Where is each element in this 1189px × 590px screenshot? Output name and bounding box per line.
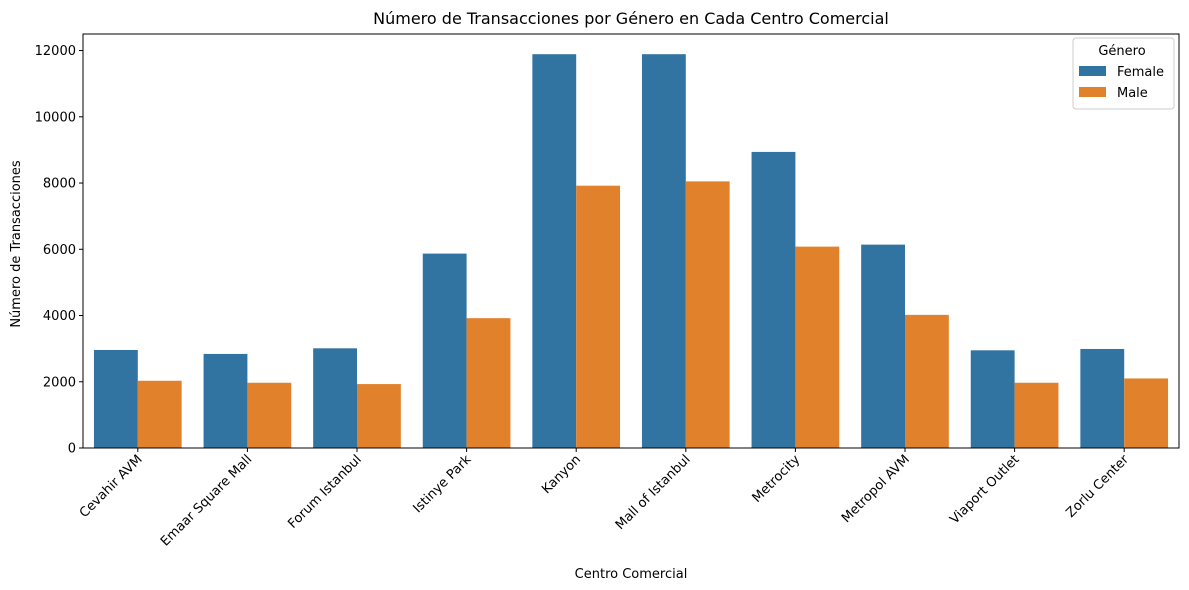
x-tick-label: Kanyon	[539, 452, 584, 497]
y-axis-label: Número de Transacciones	[9, 160, 24, 328]
x-tick-label: Emaar Square Mall	[158, 452, 255, 549]
chart-title: Número de Transacciones por Género en Ca…	[373, 9, 889, 28]
y-axis: 0 2000 4000 6000 8000 10000 12000	[35, 44, 83, 457]
legend-label-female: Female	[1117, 65, 1164, 80]
bar-male-4	[576, 185, 621, 448]
bar-female-5	[641, 54, 686, 448]
bar-male-9	[1124, 378, 1169, 448]
y-tick-label: 8000	[43, 177, 76, 192]
x-tick-label: Cevahir AVM	[77, 452, 146, 521]
bar-female-8	[970, 350, 1015, 448]
bar-female-4	[532, 54, 577, 448]
y-tick-label: 6000	[43, 243, 76, 258]
x-tick-label: Viaport Outlet	[947, 452, 1022, 527]
y-tick-label: 10000	[35, 110, 76, 125]
y-tick-label: 4000	[43, 309, 76, 324]
legend-swatch-male	[1079, 87, 1106, 97]
bar-female-1	[203, 353, 248, 448]
bar-male-6	[795, 246, 840, 448]
bar-female-9	[1080, 348, 1125, 448]
bar-male-8	[1014, 382, 1059, 448]
x-tick-label: Zorlu Center	[1063, 452, 1132, 521]
x-tick-label: Forum Istanbul	[285, 452, 364, 531]
bar-male-2	[357, 384, 401, 448]
x-tick-label: Metropol AVM	[839, 452, 913, 526]
y-tick-label: 2000	[43, 375, 76, 390]
bar-male-7	[905, 314, 949, 448]
bar-female-7	[861, 244, 905, 448]
bar-male-5	[685, 181, 730, 448]
plot-frame	[82, 33, 1180, 449]
x-tick-label: Metrocity	[750, 452, 804, 506]
legend: Género Female Male	[1072, 37, 1175, 110]
x-tick-label: Istinye Park	[410, 452, 474, 516]
legend-title: Género	[1098, 44, 1145, 59]
bar-female-2	[313, 348, 357, 448]
bar-male-0	[137, 380, 182, 448]
plot-area	[82, 33, 1180, 449]
legend-swatch-female	[1079, 66, 1106, 76]
bar-male-1	[247, 382, 292, 448]
legend-label-male: Male	[1117, 86, 1148, 101]
y-tick-label: 0	[68, 442, 76, 457]
y-tick-label: 12000	[35, 44, 76, 59]
bar-female-6	[751, 151, 796, 448]
bar-male-3	[466, 318, 511, 448]
bar-female-3	[422, 253, 467, 448]
x-tick-label: Mall of Istanbul	[613, 452, 694, 533]
x-axis-label: Centro Comercial	[575, 567, 688, 582]
x-axis: Cevahir AVM Emaar Square Mall Forum Istanb…	[77, 448, 1132, 550]
bar-female-0	[93, 349, 138, 448]
